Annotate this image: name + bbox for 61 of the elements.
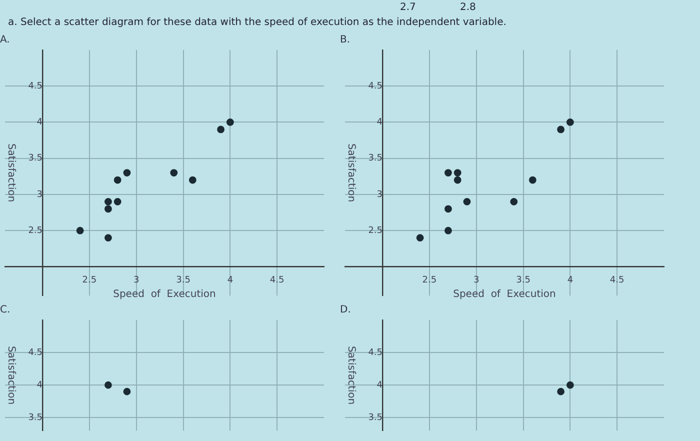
- point: [454, 176, 462, 184]
- text: 2.7: [400, 2, 416, 13]
- y-tick-label: 3.5: [368, 412, 383, 423]
- y-tick-label: 4: [376, 380, 383, 390]
- y-axis-title: Satisfaction: [6, 346, 17, 405]
- point: [104, 198, 112, 206]
- x-tick-label: 3: [473, 275, 480, 286]
- point: [444, 226, 452, 234]
- y-tick-label: 2.5: [368, 226, 383, 236]
- point: [123, 169, 131, 176]
- point: [528, 176, 536, 184]
- chart-title: B.: [340, 34, 350, 46]
- y-tick-label: 2.5: [28, 226, 43, 236]
- x-tick-label: 3.5: [516, 275, 530, 286]
- x-tick-label: 2.5: [422, 275, 437, 286]
- point: [76, 226, 84, 234]
- point: [104, 234, 112, 242]
- point: [557, 126, 564, 134]
- point: [170, 169, 178, 176]
- point: [226, 118, 234, 126]
- chart-title: D.: [340, 304, 351, 316]
- x-tick-label: 4.5: [270, 275, 284, 286]
- y-axis-title: Satisfaction: [346, 346, 357, 405]
- y-tick-label: 3: [376, 190, 383, 200]
- x-tick-label: 3: [133, 275, 140, 286]
- y-tick-label: 4.5: [28, 81, 43, 92]
- point: [444, 169, 452, 176]
- chart-title: C.: [0, 304, 10, 316]
- y-tick-label: 3: [36, 190, 43, 200]
- x-tick-label: 2.5: [82, 275, 97, 286]
- point: [463, 198, 471, 206]
- y-tick-label: 3.5: [28, 154, 43, 164]
- y-axis-title: Satisfaction: [346, 143, 357, 202]
- x-axis-title: Speed of Execution: [113, 289, 216, 300]
- point: [114, 198, 122, 206]
- y-tick-label: 4.5: [368, 348, 383, 358]
- y-tick-label: 4.5: [368, 81, 383, 92]
- text: a. Select a scatter diagram for these data with the speed of execution as the independent variable.: [8, 17, 506, 28]
- point: [188, 176, 196, 184]
- point: [217, 126, 224, 134]
- y-tick-label: 4.5: [28, 348, 43, 358]
- point: [510, 198, 518, 206]
- y-tick-label: 4: [36, 380, 43, 390]
- y-tick-label: 4: [36, 118, 43, 128]
- y-tick-label: 3.5: [368, 154, 383, 164]
- point: [566, 118, 574, 126]
- point: [114, 176, 122, 184]
- point: [444, 205, 452, 213]
- point: [454, 169, 462, 176]
- point: [416, 234, 424, 242]
- x-tick-label: 4.5: [610, 275, 624, 286]
- chart-title: A.: [0, 34, 10, 46]
- x-axis-title: Speed of Execution: [453, 289, 556, 300]
- point: [104, 205, 112, 213]
- text: 2.8: [460, 2, 476, 13]
- y-tick-label: 3.5: [28, 412, 43, 423]
- x-tick-label: 4: [567, 275, 574, 286]
- x-tick-label: 3.5: [176, 275, 190, 286]
- y-tick-label: 4: [376, 118, 383, 128]
- x-tick-label: 4: [227, 275, 234, 286]
- y-axis-title: Satisfaction: [6, 143, 17, 202]
